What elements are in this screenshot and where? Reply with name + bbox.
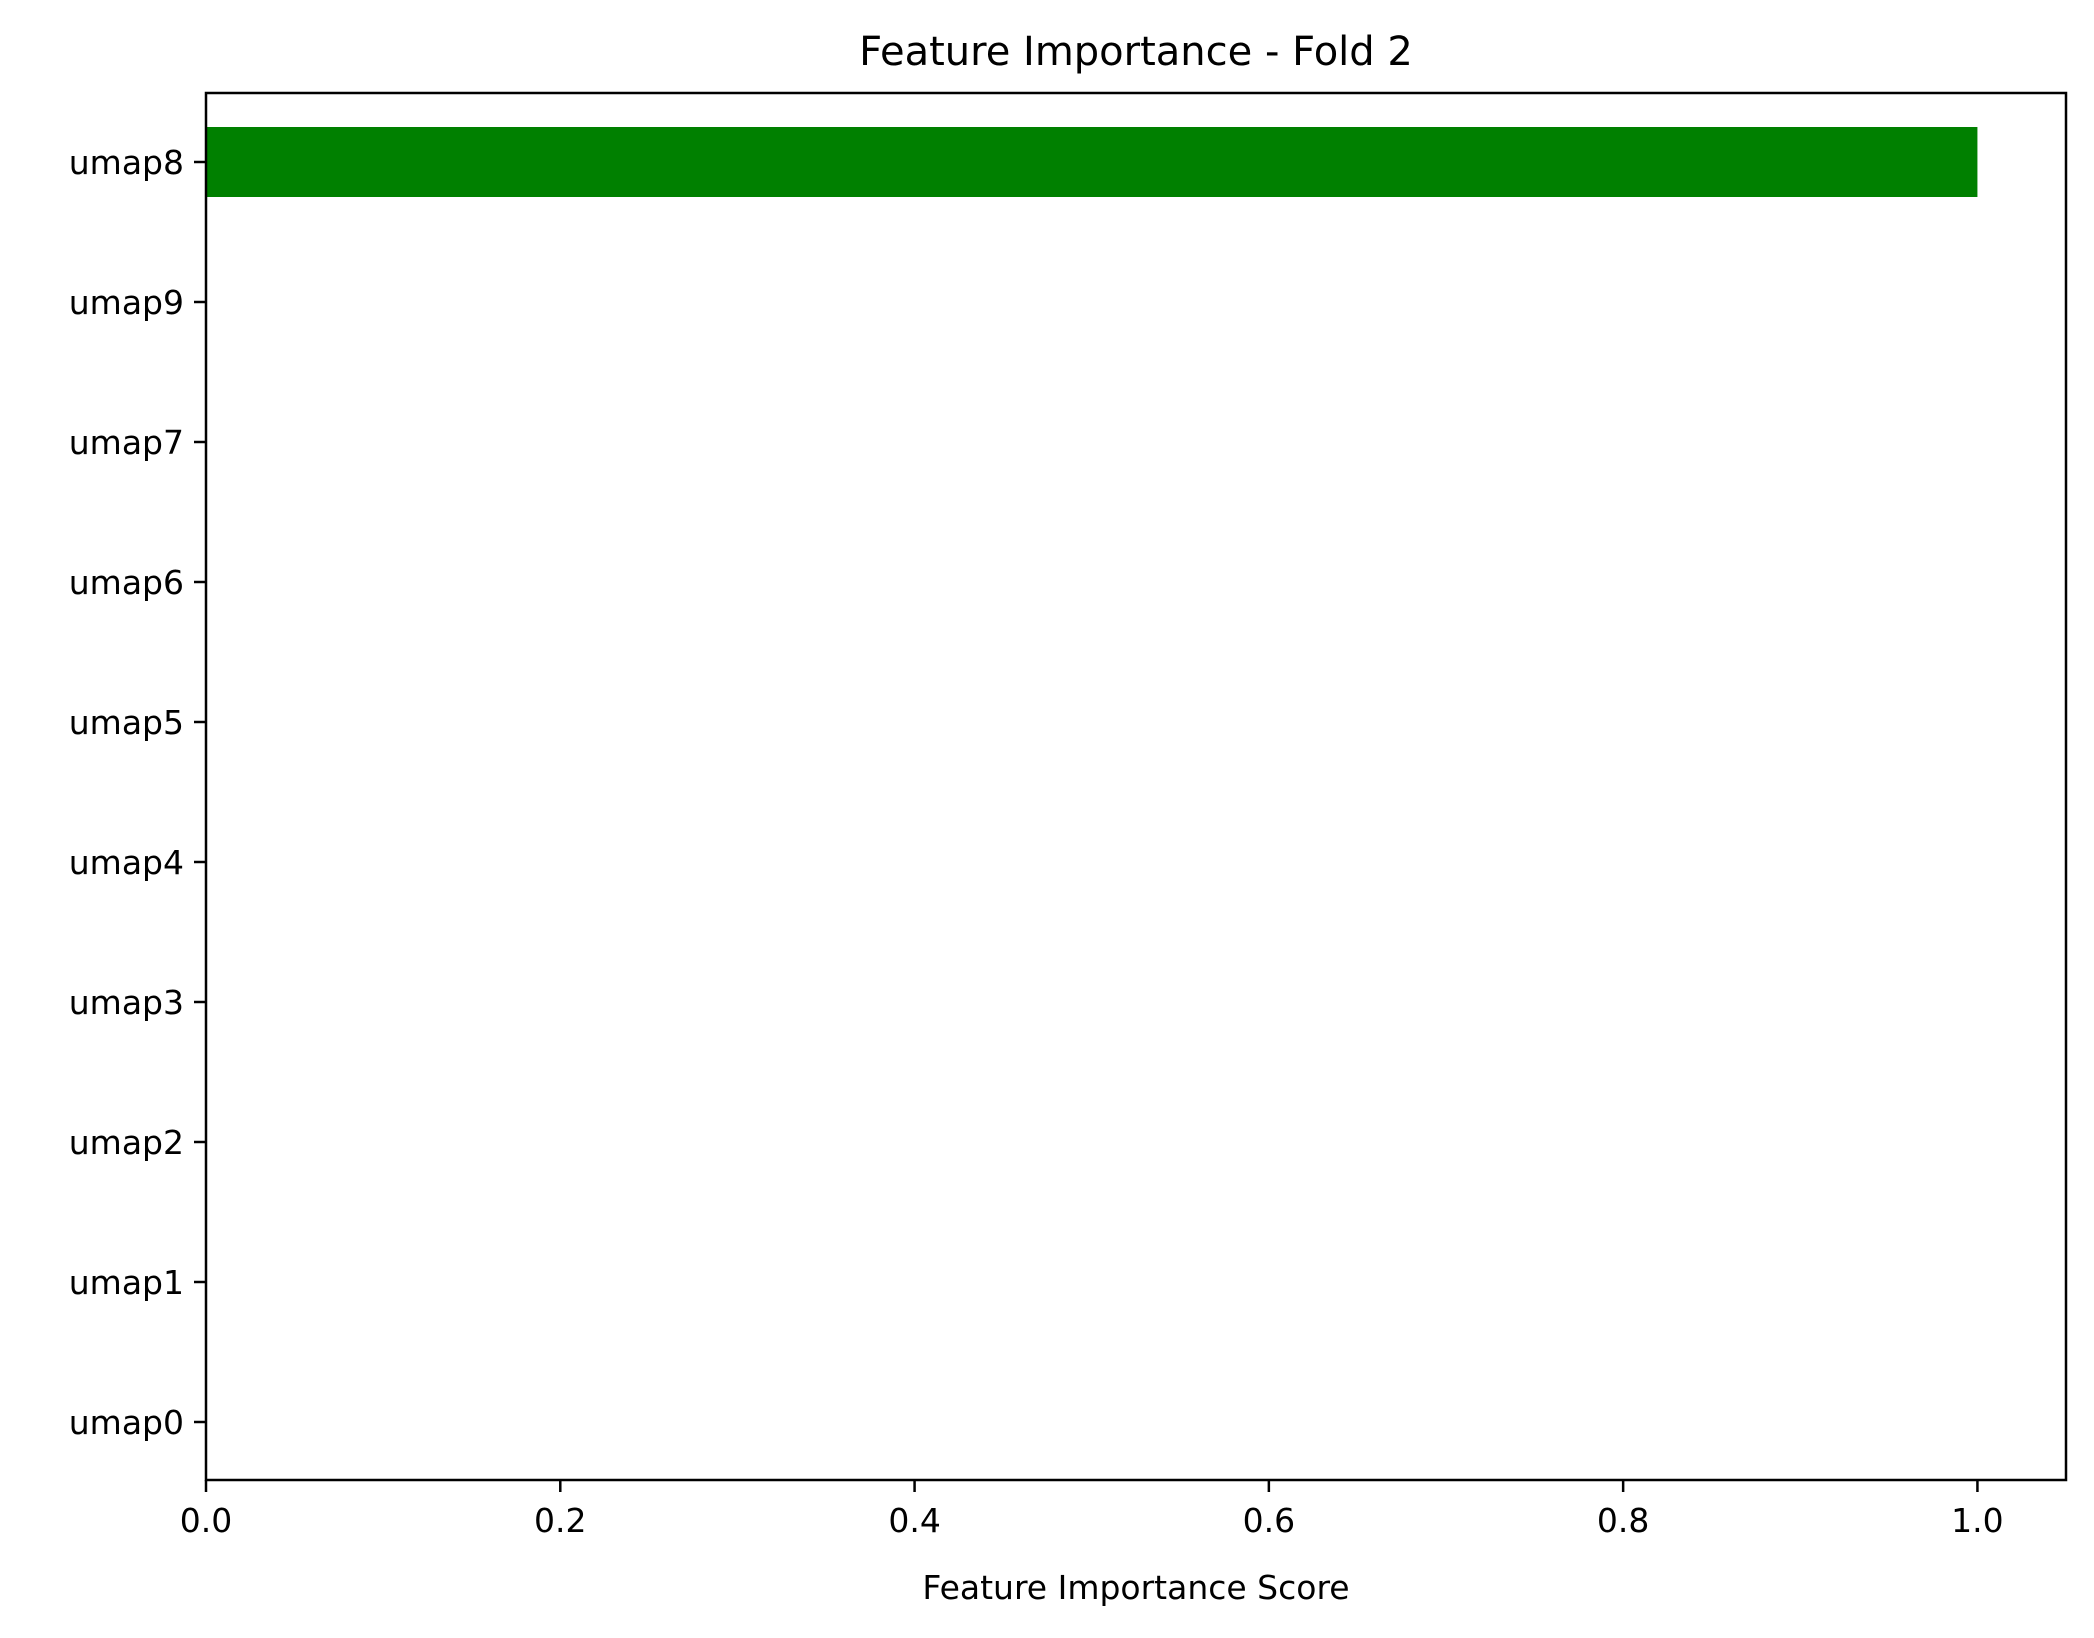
x-tick-label: 1.0 [1951, 1501, 2003, 1540]
x-axis-label: Feature Importance Score [922, 1568, 1349, 1607]
x-axis: 0.0 0.2 0.4 0.6 0.8 1.0 [180, 1480, 2004, 1540]
plot-frame [204, 91, 2068, 1482]
x-tick-label: 0.2 [534, 1501, 586, 1540]
y-tick-label: umap5 [69, 703, 184, 742]
y-tick-label: umap3 [69, 983, 184, 1022]
bars-layer [206, 127, 1978, 197]
y-tick-label: umap7 [69, 423, 184, 462]
y-tick-label: umap0 [69, 1403, 184, 1442]
y-tick-label: umap4 [69, 843, 184, 882]
y-tick-label: umap6 [69, 563, 184, 602]
x-tick-label: 0.8 [1597, 1501, 1649, 1540]
bar-umap8 [206, 127, 1978, 197]
y-axis: umap8 umap9 umap7 umap6 umap5 umap4 umap3 umap2… [69, 143, 206, 1442]
x-tick-label: 0.0 [180, 1501, 232, 1540]
x-tick-label: 0.4 [888, 1501, 940, 1540]
x-tick-label: 0.6 [1243, 1501, 1295, 1540]
y-tick-label: umap8 [69, 143, 184, 182]
y-tick-label: umap2 [69, 1123, 184, 1162]
y-tick-label: umap1 [69, 1263, 184, 1302]
y-tick-label: umap9 [69, 283, 184, 322]
chart-title: Feature Importance - Fold 2 [859, 29, 1413, 75]
